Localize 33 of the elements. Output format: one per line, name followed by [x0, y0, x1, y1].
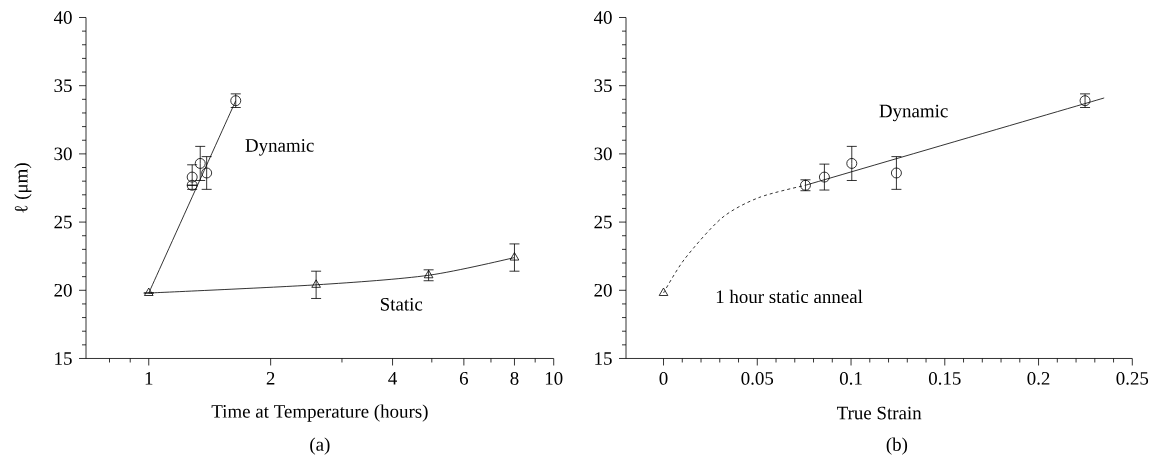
y-tick-label: 25 — [594, 215, 612, 229]
y-tick-label: 30 — [54, 147, 72, 161]
x-tick-label: 0.25 — [1116, 372, 1149, 385]
y-tick-label: 15 — [595, 352, 612, 365]
annotation: Dynamic — [879, 104, 948, 122]
x-axis-title: Time at Temperature (hours) — [211, 404, 428, 422]
annotation: Dynamic — [245, 139, 314, 156]
x-tick-label: 0.2 — [1027, 372, 1050, 385]
text: (b) — [886, 437, 908, 455]
y-tick-label: 40 — [53, 11, 72, 24]
x-tick-label: 8 — [510, 372, 519, 385]
y-tick-label: 15 — [55, 352, 72, 365]
x-tick-label: 6 — [459, 372, 469, 385]
text: (a) — [310, 437, 330, 455]
y-axis-title: ℓ (μm) — [14, 163, 32, 213]
y-tick-label: 20 — [54, 283, 72, 297]
y-tick-label: 40 — [593, 11, 612, 24]
x-tick-label: 0.1 — [839, 372, 862, 385]
x-tick-label: 10 — [545, 372, 563, 385]
y-tick-label: 25 — [54, 215, 72, 229]
y-tick-label: 35 — [54, 79, 72, 93]
y-tick-label: 30 — [594, 147, 612, 161]
x-tick-label: 4 — [388, 372, 397, 385]
y-tick-label: 20 — [594, 283, 612, 297]
x-tick-label: 2 — [266, 372, 275, 385]
annotation: Static — [380, 297, 423, 311]
x-tick-label: 0.05 — [741, 372, 774, 385]
y-tick-label: 35 — [594, 79, 612, 93]
x-tick-label: 1 — [145, 372, 153, 385]
x-tick-label: 0 — [659, 372, 668, 385]
annotation: 1 hour static anneal — [716, 289, 863, 304]
x-axis-title: True Strain — [837, 406, 922, 420]
x-tick-label: 0.15 — [928, 372, 961, 385]
